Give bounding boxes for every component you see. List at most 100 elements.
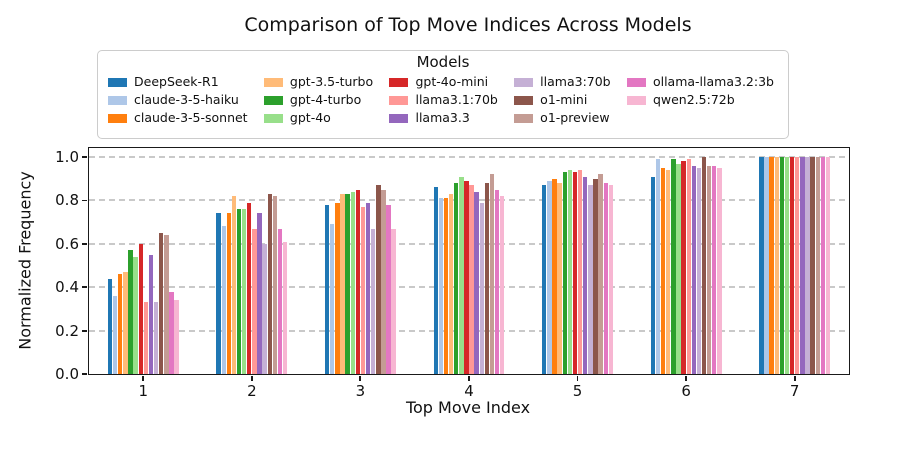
legend-label: qwen2.5:72b bbox=[652, 92, 735, 107]
bar-qwen2.5:72b-x2 bbox=[282, 241, 288, 374]
x-tick-label: 5 bbox=[572, 382, 583, 400]
bar-gpt-4o-mini-x7 bbox=[789, 157, 795, 374]
x-tick-label: 2 bbox=[247, 382, 257, 400]
bar-claude-3-5-haiku-x5 bbox=[547, 180, 552, 374]
x-tick-label: 6 bbox=[681, 382, 691, 400]
bar-o1-mini-x7 bbox=[810, 157, 815, 374]
bar-o1-preview-x5 bbox=[598, 174, 603, 374]
bar-llama3:70b-x1 bbox=[153, 302, 159, 374]
y-tick-label: 1.0 bbox=[55, 148, 79, 166]
legend-swatch-icon bbox=[514, 77, 534, 87]
x-tick-mark bbox=[359, 375, 362, 381]
bar-claude-3-5-sonnet-x2 bbox=[226, 213, 231, 374]
bar-claude-3-5-haiku-x2 bbox=[221, 226, 226, 374]
bar-ollama-llama3.2:3b-x6 bbox=[712, 165, 717, 374]
bar-gpt-3.5-turbo-x3 bbox=[340, 193, 345, 374]
bar-gpt-4o-mini-x3 bbox=[355, 189, 361, 374]
bar-gpt-4o-x1 bbox=[133, 256, 138, 374]
bar-DeepSeek-R1-x7 bbox=[759, 157, 764, 374]
bar-gpt-4o-x3 bbox=[350, 191, 355, 374]
bar-gpt-4o-mini-x4 bbox=[464, 180, 469, 374]
legend-swatch-icon bbox=[263, 95, 283, 105]
bar-llama3:70b-x3 bbox=[371, 228, 376, 374]
legend: Models DeepSeek-R1 claude-3-5-haiku claude… bbox=[97, 50, 789, 139]
gridline bbox=[89, 199, 849, 202]
bar-gpt-4o-x4 bbox=[459, 176, 464, 374]
bar-llama3.3-x1 bbox=[148, 254, 154, 374]
bar-claude-3-5-sonnet-x5 bbox=[552, 178, 557, 374]
legend-label: claude-3-5-haiku bbox=[134, 92, 239, 107]
legend-label: o1-preview bbox=[540, 110, 610, 125]
plot-area: 0.0 0.2 0.4 0.6 0.8 1.0 1 2 3 4 5 6 7 bbox=[55, 147, 850, 400]
bar-claude-3-5-sonnet-x1 bbox=[118, 274, 123, 374]
bar-claude-3-5-sonnet-x7 bbox=[769, 157, 774, 374]
legend-item: gpt-4o bbox=[263, 109, 373, 127]
bar-llama3.3-x4 bbox=[474, 191, 479, 374]
bar-llama3:70b-x2 bbox=[262, 243, 267, 374]
legend-label: gpt-4-turbo bbox=[289, 92, 362, 107]
legend-item: llama3:70b bbox=[514, 73, 611, 91]
bar-claude-3-5-haiku-x1 bbox=[112, 295, 118, 374]
bar-o1-preview-x2 bbox=[272, 196, 278, 374]
x-axis-label: Top Move Index bbox=[405, 398, 531, 417]
bar-gpt-4o-x5 bbox=[567, 170, 573, 374]
legend-item: claude-3-5-sonnet bbox=[108, 109, 248, 127]
bar-gpt-4-turbo-x5 bbox=[562, 172, 567, 374]
bar-gpt-3.5-turbo-x5 bbox=[557, 183, 562, 374]
y-tick-mark bbox=[82, 156, 88, 158]
y-tick-label: 0.0 bbox=[55, 365, 79, 383]
bar-llama3.3-x2 bbox=[257, 213, 262, 374]
legend-item: qwen2.5:72b bbox=[626, 91, 774, 109]
y-tick-mark bbox=[82, 286, 88, 289]
bar-o1-mini-x3 bbox=[376, 185, 381, 374]
bar-gpt-4o-x7 bbox=[784, 157, 790, 374]
bar-llama3:70b-x4 bbox=[479, 202, 484, 374]
bar-ollama-llama3.2:3b-x5 bbox=[603, 183, 608, 374]
gridline bbox=[89, 329, 849, 332]
bar-llama3.3-x5 bbox=[583, 176, 588, 374]
x-tick-mark bbox=[142, 375, 145, 381]
legend-item: o1-mini bbox=[514, 91, 610, 109]
bar-llama3.1:70b-x7 bbox=[795, 157, 800, 374]
legend-title: Models bbox=[416, 53, 470, 71]
legend-label: ollama-llama3.2:3b bbox=[652, 74, 774, 89]
x-tick-mark bbox=[685, 375, 687, 381]
legend-swatch-icon bbox=[263, 113, 283, 123]
x-tick-mark bbox=[468, 375, 470, 381]
legend-item: llama3.3 bbox=[389, 109, 497, 127]
bar-llama3.3-x6 bbox=[691, 165, 696, 374]
legend-item: DeepSeek-R1 bbox=[108, 73, 248, 91]
bar-llama3.1:70b-x1 bbox=[143, 302, 149, 374]
bar-llama3:70b-x7 bbox=[805, 157, 810, 374]
bar-claude-3-5-haiku-x6 bbox=[655, 159, 661, 374]
bar-llama3.1:70b-x5 bbox=[577, 170, 583, 374]
x-tick-mark bbox=[793, 375, 796, 381]
bar-gpt-4o-mini-x2 bbox=[247, 202, 252, 374]
bar-qwen2.5:72b-x3 bbox=[391, 228, 396, 374]
legend-swatch-icon bbox=[514, 113, 534, 123]
bar-gpt-4o-mini-x5 bbox=[572, 172, 578, 374]
x-tick-mark bbox=[250, 375, 253, 381]
legend-label: llama3.3 bbox=[415, 110, 470, 125]
bar-DeepSeek-R1-x4 bbox=[433, 187, 438, 374]
legend-swatch-icon bbox=[389, 95, 409, 105]
bar-gpt-3.5-turbo-x7 bbox=[774, 157, 779, 374]
legend-label: DeepSeek-R1 bbox=[134, 74, 219, 89]
bar-o1-preview-x3 bbox=[381, 189, 386, 374]
legend-grid: DeepSeek-R1 claude-3-5-haiku claude-3-5-so… bbox=[98, 71, 788, 127]
bar-claude-3-5-haiku-x4 bbox=[438, 198, 444, 374]
bar-claude-3-5-sonnet-x4 bbox=[443, 198, 449, 374]
bar-llama3.1:70b-x3 bbox=[360, 206, 366, 374]
legend-swatch-icon bbox=[108, 77, 127, 87]
bar-gpt-3.5-turbo-x2 bbox=[231, 196, 237, 374]
bar-llama3:70b-x6 bbox=[696, 167, 702, 374]
gridline bbox=[89, 242, 849, 245]
legend-item: gpt-3.5-turbo bbox=[263, 73, 373, 91]
y-tick-mark bbox=[82, 199, 88, 202]
y-axis-label: Normalized Frequency bbox=[15, 171, 35, 350]
bar-ollama-llama3.2:3b-x2 bbox=[277, 228, 283, 374]
bar-o1-mini-x5 bbox=[593, 178, 598, 374]
legend-label: o1-mini bbox=[540, 92, 588, 107]
bar-qwen2.5:72b-x1 bbox=[174, 300, 179, 374]
legend-item: claude-3-5-haiku bbox=[108, 91, 248, 109]
